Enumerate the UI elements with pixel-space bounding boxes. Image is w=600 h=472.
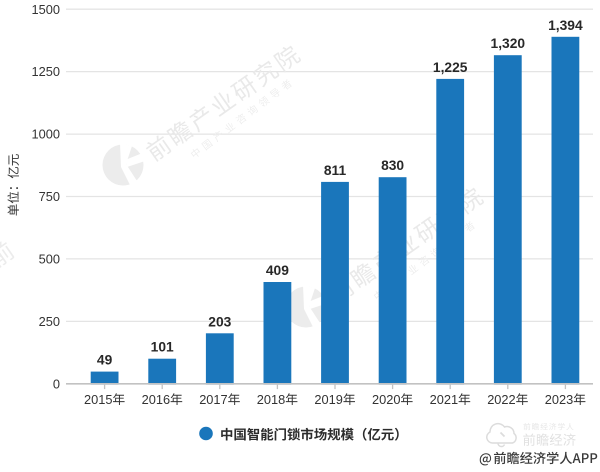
svg-text:250: 250: [39, 314, 60, 329]
svg-text:750: 750: [39, 189, 60, 204]
svg-text:1,394: 1,394: [548, 18, 583, 33]
svg-text:101: 101: [151, 340, 174, 355]
svg-text:2019: 2019: [314, 392, 342, 407]
svg-text:49: 49: [97, 353, 113, 368]
svg-text:2016: 2016: [142, 392, 170, 407]
svg-text:2020: 2020: [372, 392, 400, 407]
svg-text:2018: 2018: [257, 392, 285, 407]
svg-text:2021: 2021: [430, 392, 458, 407]
svg-text:2022: 2022: [487, 392, 515, 407]
svg-text:1,320: 1,320: [491, 36, 526, 51]
svg-text:2015: 2015: [84, 392, 112, 407]
svg-text:830: 830: [381, 158, 404, 173]
svg-text:409: 409: [266, 263, 289, 278]
svg-text:1,225: 1,225: [433, 60, 468, 75]
svg-text:2023: 2023: [545, 392, 573, 407]
svg-text:0: 0: [53, 376, 60, 391]
svg-text:2017: 2017: [199, 392, 227, 407]
svg-text:811: 811: [324, 163, 347, 178]
svg-text:203: 203: [208, 314, 231, 329]
svg-text:1250: 1250: [32, 64, 60, 79]
svg-text:1500: 1500: [32, 2, 60, 17]
svg-text:1000: 1000: [32, 127, 60, 142]
svg-text:500: 500: [39, 252, 60, 267]
